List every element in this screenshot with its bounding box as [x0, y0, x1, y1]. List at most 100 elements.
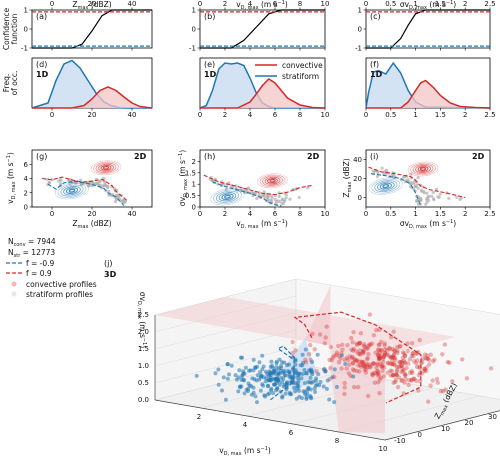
convective-point — [394, 369, 400, 374]
xlabel-top-c-part: D, max — [409, 5, 427, 11]
axes-frame — [199, 9, 326, 49]
convective-point — [360, 360, 365, 366]
stratiform-point — [266, 383, 271, 388]
xlabel-h-part: −1 — [278, 219, 285, 225]
convective-point — [402, 380, 407, 385]
convective-point — [354, 358, 359, 363]
transition-point — [375, 175, 380, 179]
stratiform-point — [313, 383, 318, 388]
boundary-3d-f-neg — [270, 345, 296, 401]
convective-point — [390, 347, 395, 352]
convective-point — [356, 363, 361, 368]
convective-point — [377, 355, 383, 361]
stratiform-point — [323, 369, 328, 374]
contour — [262, 175, 283, 186]
convective-point — [416, 373, 422, 378]
x-tick-label: 4 — [248, 111, 253, 119]
stratiform-point — [281, 377, 286, 382]
transition-point — [249, 191, 253, 195]
xlabel-i-part: −1 — [446, 219, 453, 225]
y-tick-label: 0 — [24, 204, 28, 212]
convective-point — [391, 380, 396, 385]
x-tick-label: 6 — [289, 429, 294, 437]
xlabel-i-part: σv — [400, 219, 410, 228]
contour — [213, 189, 242, 205]
convective-point — [395, 349, 400, 354]
contour — [68, 188, 76, 193]
convective-point — [365, 355, 370, 361]
convective-point — [386, 353, 391, 358]
transition-point — [105, 186, 110, 190]
convective-point — [412, 376, 417, 382]
stratiform-point — [332, 400, 337, 405]
convective-point — [376, 347, 381, 352]
stratiform-point — [296, 384, 301, 389]
zlabel-j-part: D, max — [136, 301, 142, 319]
convective-point — [390, 354, 395, 360]
stratiform-point — [299, 376, 304, 381]
convective-point — [393, 377, 399, 382]
zlabel-j-part: −1 — [141, 338, 147, 345]
xlabel-j: vD, max (m s−1) — [219, 446, 271, 457]
stratiform-point — [225, 362, 230, 367]
transition-point — [103, 183, 107, 187]
xlabel-j-part: −1 — [261, 446, 268, 452]
convective-point — [376, 357, 382, 362]
y-tick-label: 1 — [192, 181, 196, 189]
transition-point — [262, 190, 266, 194]
transition-point — [288, 197, 292, 201]
stratiform-point — [310, 360, 315, 365]
xlabel-i-part: D, max — [409, 224, 427, 230]
panel-tag: 2D — [134, 152, 147, 161]
grid-z — [154, 312, 297, 350]
xlabel-top-b-part: ) — [285, 0, 288, 9]
convective-point — [414, 364, 420, 370]
xlabel-top-a-part: Z — [72, 0, 77, 9]
convective-point — [349, 335, 354, 341]
convective-point — [388, 368, 393, 373]
convective-point — [358, 352, 363, 357]
convective-point — [388, 335, 394, 340]
convective-point — [346, 357, 351, 363]
ylabel-j-part: max — [439, 404, 449, 416]
stratiform-point — [244, 387, 249, 392]
transition-point — [224, 187, 228, 191]
convective-point — [427, 357, 432, 362]
stratiform-point — [303, 347, 308, 352]
y-tick-label: 0 — [24, 26, 28, 34]
convective-point — [409, 378, 414, 383]
transition-point — [392, 175, 396, 180]
x-tick-label: 0 — [198, 210, 202, 218]
convective-point — [372, 370, 378, 376]
panel-f: 0 0.5 1 1.5 2 2.5 (f)1D — [364, 57, 496, 119]
boundary-3d-f-pos — [293, 311, 422, 404]
xlabel-g-part: max — [77, 224, 88, 230]
convective-point — [460, 357, 465, 362]
contour — [269, 178, 276, 183]
x-tick-label: 0 — [364, 0, 368, 8]
convective-point — [380, 364, 385, 369]
convective-point — [403, 372, 408, 377]
convective-point — [290, 350, 295, 356]
xlabel-top-a-part: max — [77, 5, 88, 11]
convective-point — [412, 359, 417, 364]
convective-point — [370, 341, 375, 346]
stratiform-point — [315, 352, 320, 357]
stratiform-point — [294, 370, 299, 375]
convective-point — [413, 378, 419, 383]
convective-point — [409, 341, 415, 346]
convective-point — [397, 344, 402, 349]
stratiform-point — [301, 389, 306, 394]
convective-point — [402, 373, 408, 378]
stratiform-point — [238, 385, 243, 390]
convective-point — [334, 352, 339, 357]
stratiform-point — [302, 368, 307, 372]
xlabel-j-part: v — [219, 446, 224, 455]
xlabel-top-c-part: (m s — [427, 0, 446, 9]
grid-z — [154, 329, 297, 367]
stratiform-point — [274, 372, 279, 377]
legend-top: convective stratiform — [255, 61, 323, 81]
transition-point — [59, 182, 63, 186]
x-tick-label: 20 — [88, 0, 97, 8]
convective-point — [398, 363, 403, 369]
